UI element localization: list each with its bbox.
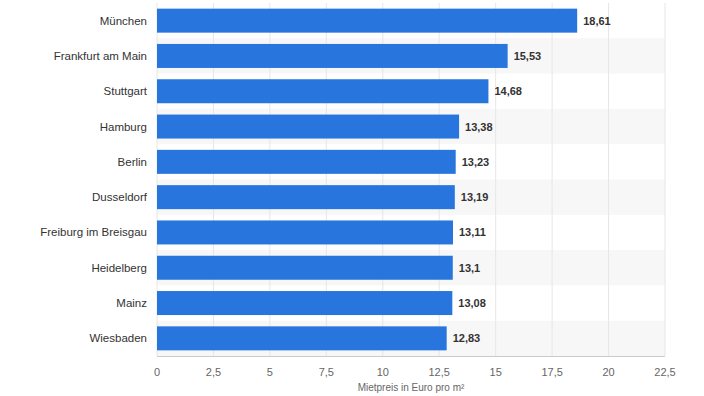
category-label: Frankfurt am Main xyxy=(54,50,147,62)
grid-line xyxy=(608,3,609,356)
grid-line xyxy=(665,3,666,356)
chart-svg: 0 2,5 5 7,5 10 12,5 15 17,5 20 22,5 18,61 15,53 14,6… xyxy=(0,0,704,396)
category-labels: München Frankfurt am Main Stuttgart Hamburg… xyxy=(40,15,148,345)
category-label: Mainz xyxy=(116,297,147,309)
category-label: Berlin xyxy=(118,156,147,168)
data-label: 14,68 xyxy=(494,85,522,97)
tick-label: 17,5 xyxy=(541,366,562,378)
bar xyxy=(157,79,488,103)
category-label: Hamburg xyxy=(100,121,147,133)
tick-label: 7,5 xyxy=(319,366,334,378)
bar xyxy=(157,291,452,315)
tick-label: 22,5 xyxy=(654,366,675,378)
row-band xyxy=(157,250,665,285)
bar xyxy=(157,150,456,174)
x-axis-line xyxy=(157,356,665,357)
bar xyxy=(157,9,577,33)
data-label: 13,11 xyxy=(459,226,486,238)
category-label: Freiburg im Breisgau xyxy=(40,226,147,238)
category-label: Heidelberg xyxy=(91,262,147,274)
axis-title: Mietpreis in Euro pro m² xyxy=(358,382,465,393)
tick-label: 15 xyxy=(490,366,502,378)
category-label: München xyxy=(100,15,147,27)
row-band xyxy=(157,321,665,356)
chart-container: 0 2,5 5 7,5 10 12,5 15 17,5 20 22,5 18,61 15,53 14,6… xyxy=(0,0,704,396)
data-label: 18,61 xyxy=(583,15,611,27)
grid-line xyxy=(552,3,553,356)
data-label: 12,83 xyxy=(453,332,481,344)
grid xyxy=(157,3,665,356)
data-label: 13,19 xyxy=(461,191,489,203)
bars xyxy=(157,9,577,351)
row-band xyxy=(157,180,665,215)
row-band xyxy=(157,109,665,144)
bar xyxy=(157,185,455,209)
tick-label: 10 xyxy=(377,366,389,378)
tick-label: 12,5 xyxy=(429,366,450,378)
row-band xyxy=(157,38,665,73)
data-label: 13,23 xyxy=(462,156,490,168)
data-label: 15,53 xyxy=(514,50,542,62)
bar xyxy=(157,115,459,139)
bar xyxy=(157,44,508,68)
data-label: 13,38 xyxy=(465,121,493,133)
x-tick-labels: 0 2,5 5 7,5 10 12,5 15 17,5 20 22,5 xyxy=(154,366,676,378)
row-bands xyxy=(157,38,665,356)
tick-label: 20 xyxy=(602,366,614,378)
tick-label: 5 xyxy=(267,366,273,378)
category-label: Stuttgart xyxy=(104,85,148,97)
category-label: Dusseldorf xyxy=(92,191,148,203)
bar xyxy=(157,256,453,280)
bar xyxy=(157,326,447,350)
data-label: 13,1 xyxy=(459,262,480,274)
tick-label: 0 xyxy=(154,366,160,378)
bar xyxy=(157,220,453,244)
data-label: 13,08 xyxy=(458,297,486,309)
data-labels: 18,61 15,53 14,68 13,38 13,23 13,19 13,11 13,1 1… xyxy=(453,15,611,345)
tick-label: 2,5 xyxy=(206,366,221,378)
category-label: Wiesbaden xyxy=(89,332,147,344)
